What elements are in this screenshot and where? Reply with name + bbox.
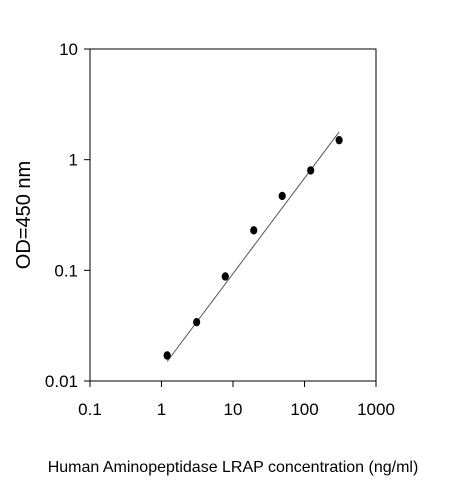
x-tick-label: 0.1 bbox=[78, 400, 102, 419]
y-axis-title: OD=450 nm bbox=[13, 161, 35, 269]
y-tick-label: 1 bbox=[69, 151, 78, 170]
y-tick-label: 0.1 bbox=[54, 261, 78, 280]
data-point bbox=[278, 191, 286, 201]
y-tick-label: 10 bbox=[59, 40, 78, 59]
x-tick-label: 1000 bbox=[357, 400, 395, 419]
x-axis-ticks: 0.1 1 10 100 1000 bbox=[78, 381, 395, 419]
x-axis-title: Human Aminopeptidase LRAP concentration … bbox=[48, 459, 419, 476]
x-tick-label: 10 bbox=[224, 400, 243, 419]
y-tick-label: 0.01 bbox=[45, 372, 78, 391]
fit-line-layer bbox=[166, 131, 340, 362]
data-point bbox=[193, 317, 201, 327]
data-points-layer bbox=[163, 135, 343, 360]
data-point bbox=[307, 166, 315, 175]
data-point bbox=[335, 135, 343, 145]
data-point bbox=[163, 351, 171, 360]
x-tick-label: 1 bbox=[157, 400, 166, 419]
data-point bbox=[221, 272, 229, 281]
x-tick-label: 100 bbox=[290, 400, 318, 419]
fit-line bbox=[166, 131, 340, 362]
data-point bbox=[250, 226, 258, 235]
y-axis-ticks: 0.01 0.1 1 10 bbox=[45, 40, 90, 391]
plot-frame bbox=[89, 48, 377, 382]
